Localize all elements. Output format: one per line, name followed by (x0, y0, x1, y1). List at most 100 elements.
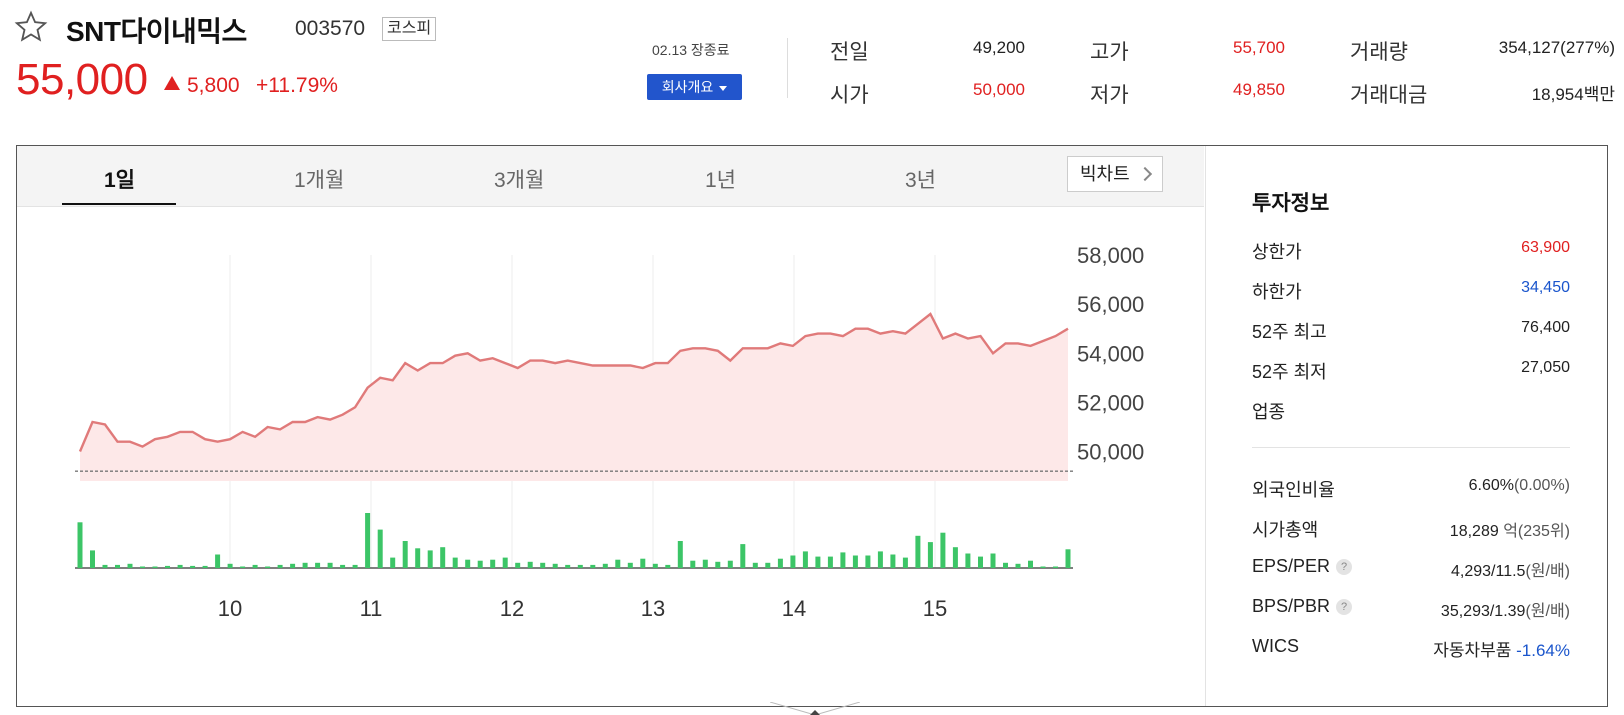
volume-bar (565, 564, 571, 568)
invest-info-title: 투자정보 (1252, 192, 1330, 215)
bps-pbr-text: BPS/PBR (1252, 596, 1331, 616)
volume-bar (602, 563, 608, 568)
star-outline-icon[interactable] (14, 10, 48, 44)
amount-label: 거래대금 (1350, 84, 1428, 107)
up-triangle-icon (164, 76, 180, 90)
volume-bar (1065, 549, 1071, 568)
volume-bar (1053, 566, 1058, 568)
volume-bar (840, 552, 846, 568)
help-icon[interactable]: ? (1336, 599, 1353, 616)
volume-bar (340, 564, 346, 568)
volume-bar (665, 564, 671, 568)
volume-label: 거래량 (1350, 41, 1408, 64)
volume-bar (252, 564, 258, 568)
x-tick-label: 12 (500, 596, 524, 621)
foreign-ratio-change: (0.00%) (1513, 477, 1570, 494)
volume-bar (502, 557, 508, 568)
volume-bar (715, 561, 721, 568)
market-cap-value: 18,289 억(235위) (1330, 517, 1570, 541)
price-line (78, 312, 1069, 452)
volume-bar (927, 542, 933, 568)
y-tick-label: 52,000 (1077, 390, 1144, 415)
bps-pbr: 35,293/1.39 (1440, 603, 1526, 620)
wics-change: -1.64% (1516, 641, 1570, 660)
volume-bar (1015, 563, 1021, 568)
open-value: 50,000 (973, 80, 1025, 99)
volume-bar (440, 547, 446, 568)
open-label: 시가 (830, 84, 869, 107)
volume-bar (477, 560, 483, 568)
volume-bar (127, 563, 133, 568)
big-chart-button[interactable]: 빅차트 (1067, 156, 1163, 192)
volume-bar (390, 557, 396, 568)
tab-1-day[interactable]: 1일 (104, 169, 135, 192)
volume-bar (402, 541, 408, 568)
volume-bar (902, 557, 908, 568)
volume-bar (290, 563, 296, 568)
intraday-chart: 58,000 56,000 54,000 52,000 50,000 10 11 12 13 1… (75, 243, 1144, 621)
volume-bar (102, 564, 108, 568)
chart-panel (16, 145, 1608, 707)
panel-divider (1205, 146, 1206, 706)
volume-bar (877, 551, 883, 568)
header-divider (787, 38, 788, 98)
amount-value: 18,954백만 (1531, 85, 1615, 104)
company-overview-button[interactable]: 회사개요 (647, 74, 742, 100)
x-tick-label: 14 (782, 596, 806, 621)
volume-bar (115, 564, 120, 568)
volume-bar (240, 566, 246, 568)
invest-separator (1252, 447, 1570, 448)
bps-pbr-unit: (원/배) (1525, 603, 1570, 620)
volume-bar (952, 547, 958, 568)
volume-bar (865, 555, 871, 568)
eps-per: 4,293/11.5 (1451, 563, 1526, 580)
low-value: 49,850 (1233, 80, 1285, 99)
high-52w-label: 52주 최고 (1252, 322, 1327, 342)
volume-bar (577, 564, 583, 568)
volume-bar (552, 563, 558, 568)
volume-bar (277, 564, 283, 568)
volume-bar (427, 550, 433, 568)
volume-value: 354,127(277%) (1498, 38, 1615, 57)
change-rate: +11.79% (256, 74, 338, 97)
wics-label: WICS (1252, 636, 1299, 656)
volume-bar (352, 564, 358, 568)
volume-bar (527, 561, 533, 568)
price-area (80, 314, 1068, 481)
wics-sector[interactable]: 자동차부품 (1433, 641, 1512, 660)
volume-bar (815, 556, 821, 568)
volume-bar (965, 553, 971, 568)
volume-bar (765, 562, 771, 568)
volume-bar (540, 562, 546, 568)
low-52w-value: 27,050 (1521, 359, 1570, 376)
high-value: 55,700 (1233, 38, 1285, 57)
tab-3-month[interactable]: 3개월 (494, 169, 545, 192)
help-icon[interactable]: ? (1336, 559, 1353, 576)
foreign-ratio-value: 6.60%(0.00%) (1330, 477, 1570, 495)
tab-1-year[interactable]: 1년 (705, 169, 736, 192)
volume-bar (702, 559, 708, 568)
current-price: 55,000 (16, 55, 148, 104)
y-tick-label: 54,000 (1077, 341, 1144, 366)
stock-name: SNT다이내믹스 (66, 16, 247, 47)
volume-bar (177, 564, 183, 568)
prev-close-label: 전일 (830, 41, 869, 64)
volume-bar (465, 559, 471, 568)
low-52w-label: 52주 최저 (1252, 362, 1327, 382)
volume-bar (77, 522, 83, 568)
volume-bar (590, 564, 596, 568)
volume-bar (802, 551, 808, 568)
eps-per-unit: (원/배) (1525, 563, 1570, 580)
tab-3-year[interactable]: 3년 (905, 169, 936, 192)
upper-limit-label: 상한가 (1252, 242, 1302, 262)
market-badge: 코스피 (382, 17, 437, 41)
volume-bar (90, 550, 95, 568)
collapse-handle-icon[interactable] (770, 702, 860, 715)
volume-bar (978, 556, 983, 568)
volume-bar (302, 562, 308, 568)
wics-value: 자동차부품 -1.64% (1330, 636, 1570, 661)
volume-bar (852, 555, 858, 568)
tab-1-month[interactable]: 1개월 (294, 169, 345, 192)
volume-bar (740, 544, 746, 568)
eps-per-text: EPS/PER (1252, 556, 1331, 576)
